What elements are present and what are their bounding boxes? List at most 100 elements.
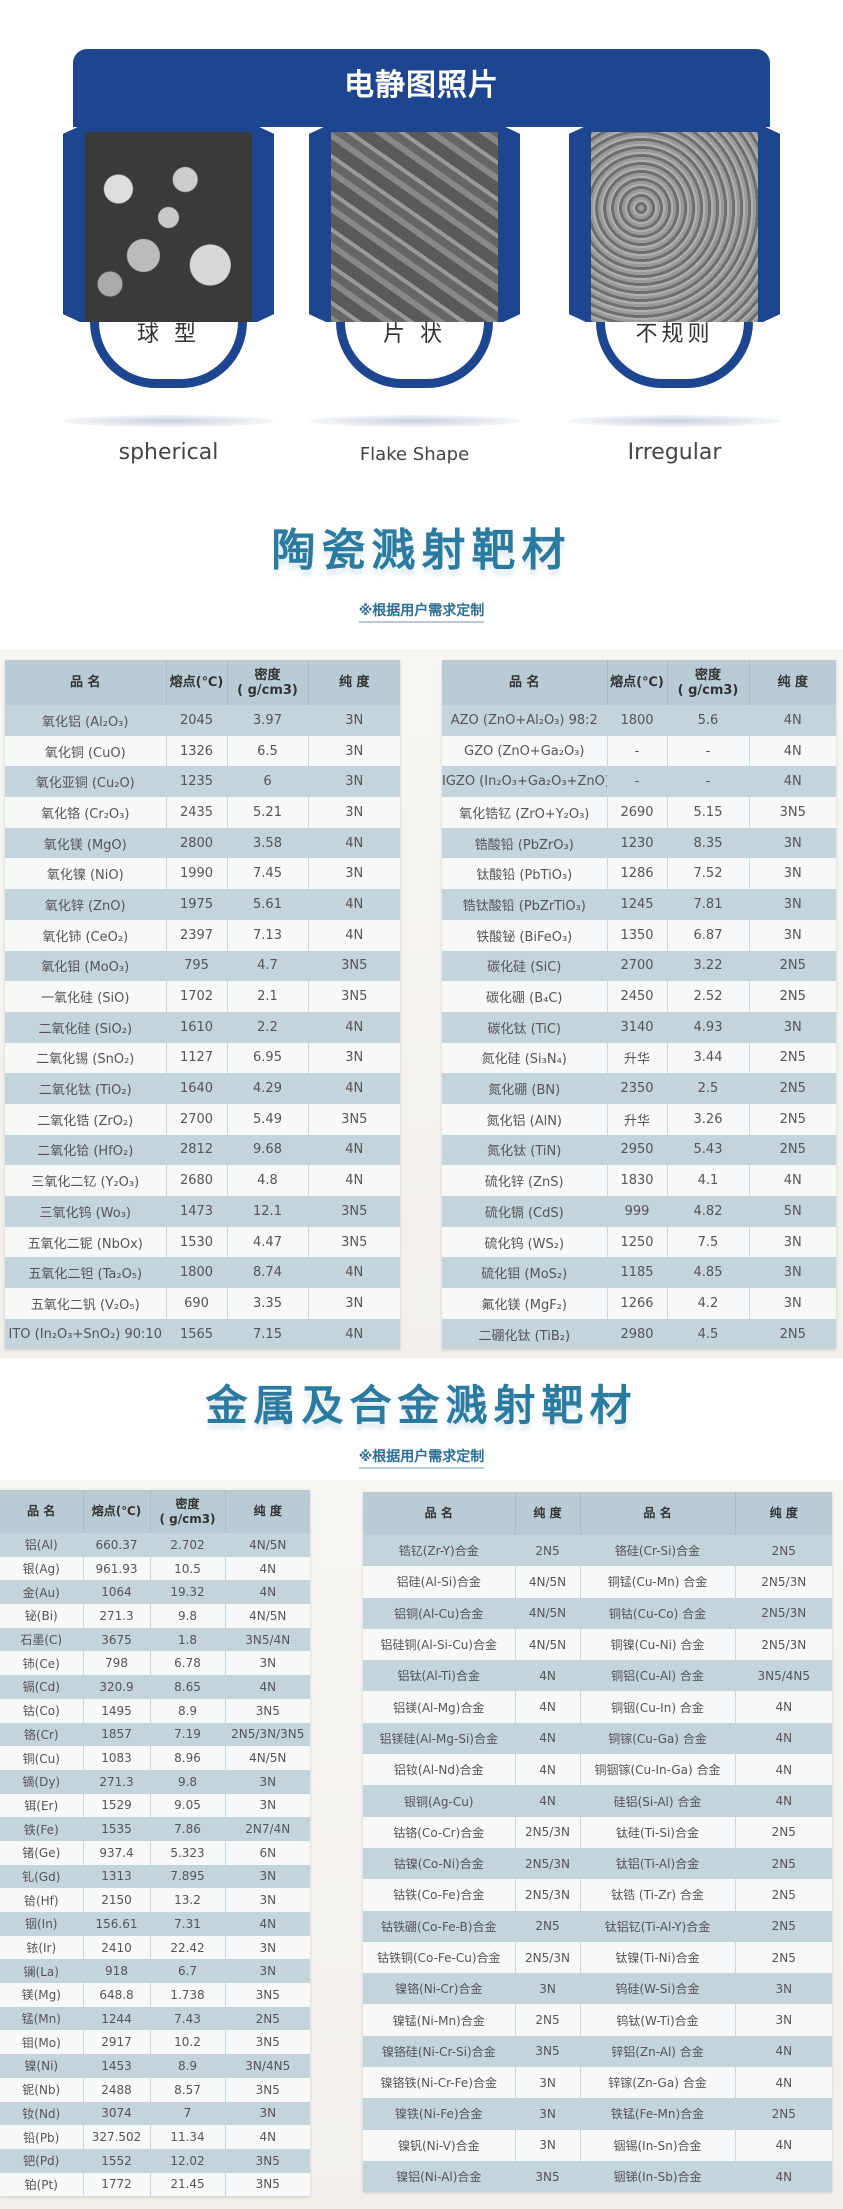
table-cell: 4N/5N xyxy=(515,1628,581,1661)
table-row: 氧化铝 (Al₂O₃) 2045 3.97 3N xyxy=(5,705,400,736)
table-header-row: 品 名熔点(℃) 密度 ( g/cm3) 纯 度 xyxy=(5,660,400,705)
table-cell: 1990 xyxy=(166,858,228,890)
table-cell: 1535 xyxy=(83,1817,151,1841)
table-cell: 铋(Bi) xyxy=(0,1604,84,1628)
table-cell: 2.702 xyxy=(150,1533,226,1557)
table-row: 钕(Nd) 3074 7 3N xyxy=(0,2101,310,2126)
table-cell: 3N xyxy=(225,1651,310,1676)
table-cell: 6.95 xyxy=(227,1042,309,1074)
table-cell: 3N xyxy=(308,1042,400,1074)
table-cell: 4N xyxy=(308,1134,400,1166)
table-row: 氧化锌 (ZnO) 1975 5.61 4N xyxy=(5,889,400,920)
table-cell: 8.9 xyxy=(150,2054,226,2078)
table-cell: 钛酸铅 (PbTiO₃) xyxy=(442,858,608,890)
table-row: 二氧化锡 (SnO₂) 1127 6.95 3N xyxy=(5,1042,400,1074)
table-row: 铝(Al) 660.37 2.702 4N/5N xyxy=(0,1533,310,1557)
table-row: 五氧化二铌 (NbOx) 1530 4.47 3N5 xyxy=(5,1226,400,1258)
table-cell: 3.44 xyxy=(667,1042,750,1074)
table-row: 氧化镍 (NiO) 1990 7.45 3N xyxy=(5,858,400,890)
table-cell: 3N xyxy=(308,1288,400,1319)
table-cell: 3074 xyxy=(83,2101,151,2126)
table-cell: 4.2 xyxy=(667,1288,750,1319)
table-cell: 7.86 xyxy=(150,1817,226,1841)
table-cell: 156.61 xyxy=(83,1912,151,1936)
table-cell: 镍铁(Ni-Fe)合金 xyxy=(363,2098,516,2130)
table-cell: 钛镍(Ti-Ni)合金 xyxy=(580,1941,736,1974)
sem-card-irregular: 不规则 xyxy=(569,126,780,388)
table-cell: 4N xyxy=(735,1691,832,1723)
table-row: 锗(Ge) 937.4 5.323 6N xyxy=(0,1840,310,1865)
table-row: 镉(Cd) 320.9 8.65 4N xyxy=(0,1675,310,1699)
table-cell: 铁(Fe) xyxy=(0,1817,84,1841)
table-row: 二氧化硅 (SiO₂) 1610 2.2 4N xyxy=(5,1011,400,1043)
table-cell: 4N xyxy=(735,2129,832,2161)
table-cell: 3.97 xyxy=(227,705,309,736)
table-row: AZO (ZnO+Al₂O₃) 98:2 1800 5.6 4N xyxy=(442,705,836,736)
table-cell: 锆钇(Zr-Y)合金 xyxy=(363,1535,516,1567)
table-cell: 2N5/3N xyxy=(515,1847,581,1880)
table-cell: 1610 xyxy=(166,1011,228,1043)
table-cell: 铝镁(Al-Mg)合金 xyxy=(363,1691,516,1723)
table-row: 镍铁(Ni-Fe)合金 3N 铁锰(Fe-Mn)合金 2N5 xyxy=(363,2098,832,2130)
table-cell: 铜铟(Cu-In) 合金 xyxy=(580,1691,736,1723)
table-cell: 7.895 xyxy=(150,1864,226,1889)
table-cell: ITO (In₂O₃+SnO₂) 90:10 xyxy=(5,1318,167,1350)
ceramic-section-subtitle: ※根据用户需求定制 xyxy=(0,600,843,623)
table-cell: 升华 xyxy=(607,1042,668,1074)
table-row: 镍铬(Ni-Cr)合金 3N 钨硅(W-Si)合金 3N xyxy=(363,1973,832,2005)
column-header: 密度 ( g/cm3) xyxy=(667,660,750,705)
column-header: 纯 度 xyxy=(225,1490,310,1533)
table-cell: 1529 xyxy=(83,1793,151,1818)
table-cell: 3N5 xyxy=(225,1698,310,1723)
table-cell: 3140 xyxy=(607,1011,668,1043)
table-row: 镍(Ni) 1453 8.9 3N/4N5 xyxy=(0,2054,310,2078)
table-cell: 4N xyxy=(308,1073,400,1104)
table-cell: 2.52 xyxy=(667,981,750,1012)
table-row: 钴铁铜(Co-Fe-Cu)合金 2N5/3N 钛镍(Ti-Ni)合金 2N5 xyxy=(363,1941,832,1974)
table-cell: 2N5 xyxy=(515,1535,581,1567)
table-row: 硫化钼 (MoS₂) 1185 4.85 3N xyxy=(442,1257,836,1289)
table-cell: 1250 xyxy=(607,1226,668,1258)
table-cell: 2N5 xyxy=(749,1318,836,1350)
table-cell: 4N xyxy=(225,2125,310,2149)
table-cell: 3N xyxy=(308,735,400,767)
table-cell: 5.323 xyxy=(150,1840,226,1865)
table-cell: 3.26 xyxy=(667,1103,750,1135)
table-cell: 2.2 xyxy=(227,1011,309,1043)
table-row: 金(Au) 1064 19.32 4N xyxy=(0,1580,310,1605)
table-row: 钼(Mo) 2917 10.2 3N5 xyxy=(0,2030,310,2055)
table-cell: 4.82 xyxy=(667,1196,750,1227)
table-cell: 3N5/4N5 xyxy=(735,1660,832,1692)
table-cell: 2N5 xyxy=(749,1042,836,1074)
table-cell: 4N xyxy=(308,1318,400,1350)
table-cell: 2397 xyxy=(166,919,228,951)
table-cell: 2N5 xyxy=(749,981,836,1012)
table-cell: 2N5 xyxy=(749,1134,836,1166)
table-row: 钆(Gd) 1313 7.895 3N xyxy=(0,1864,310,1889)
table-row: 碳化钛 (TiC) 3140 4.93 3N xyxy=(442,1011,836,1043)
table-cell: 锌镓(Zn-Ga) 合金 xyxy=(580,2067,736,2099)
table-header-row: 品 名熔点(℃) 密度 ( g/cm3) 纯 度 xyxy=(442,660,836,705)
table-cell: 2N5 xyxy=(515,1910,581,1942)
table-cell: 5.43 xyxy=(667,1134,750,1166)
table-cell: 3N xyxy=(749,1288,836,1319)
table-cell: 4N xyxy=(749,1165,836,1196)
table-cell: 铬(Cr) xyxy=(0,1722,84,1747)
table-cell: 4.8 xyxy=(227,1165,309,1196)
table-cell: 氮化硅 (Si₃N₄) xyxy=(442,1042,608,1074)
card-label-cn: 片 状 xyxy=(383,322,446,347)
table-cell: 4N xyxy=(515,1691,581,1723)
table-cell: 8.57 xyxy=(150,2077,226,2102)
table-cell: 氧化锌 (ZnO) xyxy=(5,889,167,920)
table-cell: 2N5 xyxy=(515,2004,581,2036)
table-row: 银(Ag) 961.93 10.5 4N xyxy=(0,1556,310,1581)
table-cell: 铌(Nb) xyxy=(0,2077,84,2102)
table-cell: 3N5 xyxy=(308,1226,400,1258)
table-cell: 氧化锆钇 (ZrO+Y₂O₃) xyxy=(442,797,608,828)
table-row: 铝硅铜(Al-Si-Cu)合金 4N/5N 铜镍(Cu-Ni) 合金 2N5/3N xyxy=(363,1628,832,1661)
table-cell: 2.5 xyxy=(667,1073,750,1104)
table-cell: 二氧化锡 (SnO₂) xyxy=(5,1042,167,1074)
table-row: 三氧化二钇 (Y₂O₃) 2680 4.8 4N xyxy=(5,1165,400,1196)
table-row: 锰(Mn) 1244 7.43 2N5 xyxy=(0,2006,310,2031)
table-cell: 锆酸铅 (PbZrO₃) xyxy=(442,827,608,859)
